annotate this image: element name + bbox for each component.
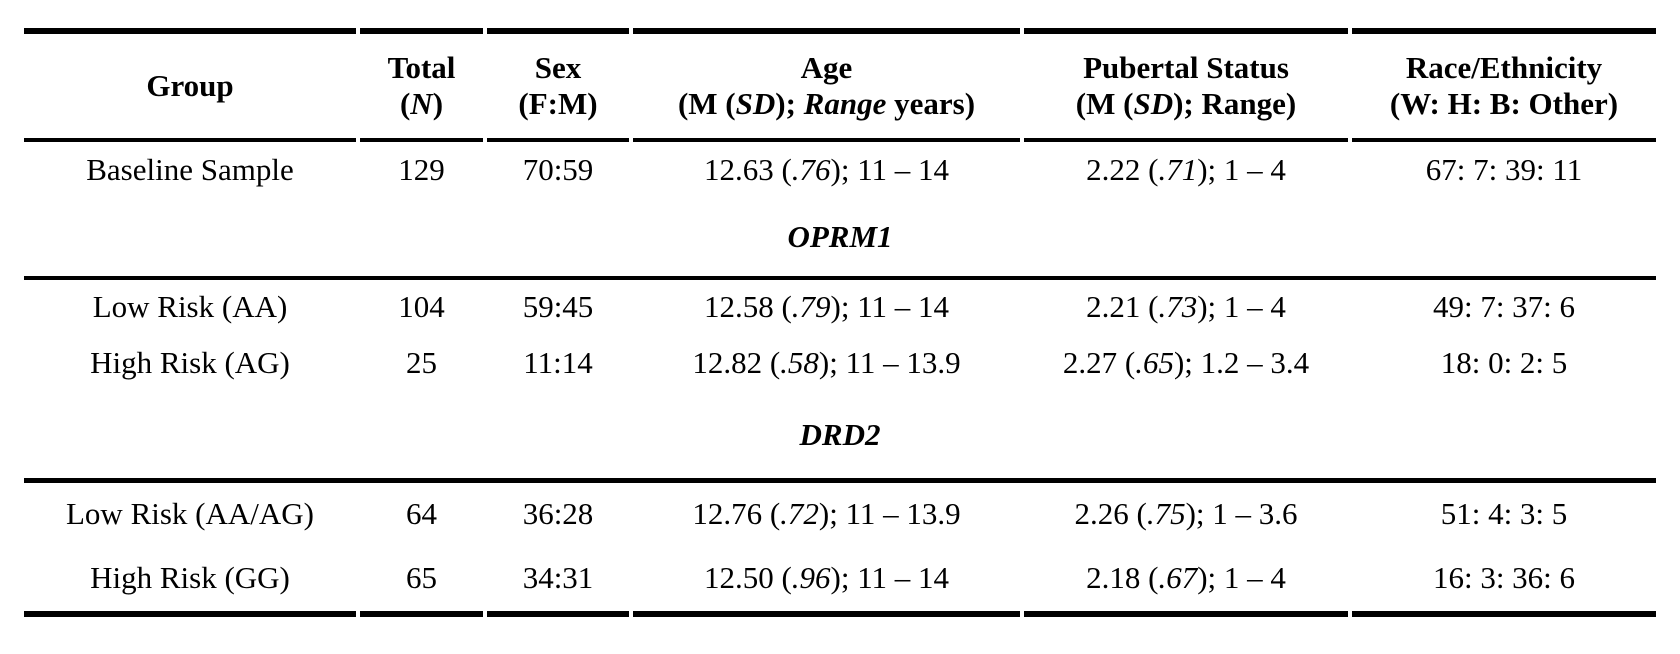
demographics-table: Group Total (N) Sex (F:M) Age (M (SD); R…: [20, 28, 1660, 617]
table-row-baseline-sample: Baseline Sample 129 70:59 12.63 (.76); 1…: [24, 142, 1656, 198]
cell-sex: 36:28: [522, 496, 594, 532]
cell-sex: 70:59: [522, 152, 594, 188]
section-label-oprm1: OPRM1: [24, 198, 1656, 280]
section-row-drd2: DRD2: [24, 392, 1656, 483]
cell-group: Low Risk (AA): [92, 289, 288, 325]
cell-race: 67: 7: 39: 11: [1425, 152, 1583, 188]
table-header-row: Group Total (N) Sex (F:M) Age (M (SD); R…: [24, 28, 1656, 142]
col-header-total: Total (N): [360, 28, 483, 142]
col-header-sex: Sex (F:M): [487, 28, 629, 142]
cell-pubertal: 2.27 (.65); 1.2 – 3.4: [1062, 345, 1310, 381]
col-header-pubertal-status: Pubertal Status (M (SD); Range): [1024, 28, 1348, 142]
col-header-age: Age (M (SD); Range years): [633, 28, 1020, 142]
cell-age: 12.76 (.72); 11 – 13.9: [692, 496, 961, 532]
cell-pubertal: 2.26 (.75); 1 – 3.6: [1074, 496, 1298, 532]
cell-group: High Risk (AG): [90, 345, 290, 381]
cell-group: Low Risk (AA/AG): [66, 496, 314, 532]
cell-race: 51: 4: 3: 5: [1440, 496, 1568, 532]
cell-race: 18: 0: 2: 5: [1440, 345, 1568, 381]
cell-age: 12.58 (.79); 11 – 14: [703, 289, 950, 325]
table-row-high-risk-ag: High Risk (AG) 25 11:14 12.82 (.58); 11 …: [24, 334, 1656, 392]
section-row-oprm1: OPRM1: [24, 198, 1656, 280]
cell-total: 64: [406, 496, 437, 532]
cell-sex: 59:45: [522, 289, 594, 325]
cell-race: 49: 7: 37: 6: [1432, 289, 1576, 325]
cell-total: 129: [398, 152, 445, 188]
table-row-low-risk-aa-ag: Low Risk (AA/AG) 64 36:28 12.76 (.72); 1…: [24, 483, 1656, 545]
cell-age: 12.50 (.96); 11 – 14: [633, 545, 1020, 617]
cell-age: 12.82 (.58); 11 – 13.9: [692, 345, 961, 381]
section-label-drd2: DRD2: [24, 392, 1656, 483]
cell-pubertal: 2.21 (.73); 1 – 4: [1086, 289, 1286, 325]
table-row-low-risk-aa: Low Risk (AA) 104 59:45 12.58 (.79); 11 …: [24, 280, 1656, 334]
table-row-high-risk-gg: High Risk (GG) 65 34:31 12.50 (.96); 11 …: [24, 545, 1656, 617]
col-header-group: Group: [24, 28, 356, 142]
cell-total: 65: [360, 545, 483, 617]
cell-sex: 34:31: [487, 545, 629, 617]
cell-pubertal: 2.22 (.71); 1 – 4: [1086, 152, 1286, 188]
cell-group: Baseline Sample: [86, 152, 294, 188]
cell-pubertal: 2.18 (.67); 1 – 4: [1024, 545, 1348, 617]
cell-age: 12.63 (.76); 11 – 14: [703, 152, 950, 188]
cell-sex: 11:14: [523, 345, 593, 381]
col-header-race-ethnicity: Race/Ethnicity (W: H: B: Other): [1352, 28, 1656, 142]
col-header-group-label: Group: [146, 68, 234, 104]
cell-group: High Risk (GG): [24, 545, 356, 617]
cell-total: 104: [398, 289, 445, 325]
cell-total: 25: [406, 345, 437, 381]
cell-race: 16: 3: 36: 6: [1352, 545, 1656, 617]
